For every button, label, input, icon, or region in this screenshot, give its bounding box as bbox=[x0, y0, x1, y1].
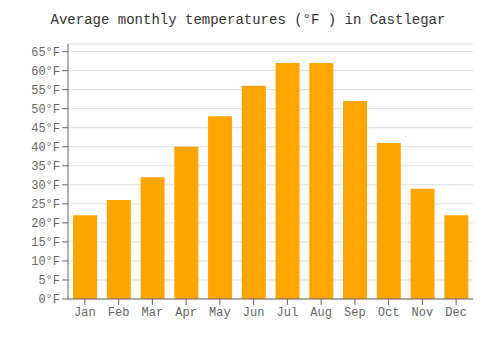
svg-text:45°F: 45°F bbox=[31, 122, 60, 136]
svg-text:60°F: 60°F bbox=[31, 65, 60, 79]
svg-text:55°F: 55°F bbox=[31, 84, 60, 98]
svg-text:5°F: 5°F bbox=[38, 274, 60, 288]
svg-text:May: May bbox=[209, 306, 231, 320]
svg-text:10°F: 10°F bbox=[31, 255, 60, 269]
svg-text:0°F: 0°F bbox=[38, 293, 60, 307]
svg-text:Feb: Feb bbox=[108, 306, 130, 320]
svg-text:Apr: Apr bbox=[175, 306, 197, 320]
svg-text:20°F: 20°F bbox=[31, 217, 60, 231]
svg-text:Jun: Jun bbox=[243, 306, 265, 320]
svg-text:Jan: Jan bbox=[74, 306, 96, 320]
svg-text:15°F: 15°F bbox=[31, 236, 60, 250]
svg-text:Sep: Sep bbox=[344, 306, 366, 320]
svg-text:Oct: Oct bbox=[378, 306, 400, 320]
svg-text:Dec: Dec bbox=[445, 306, 467, 320]
html-text:Average monthly temperatures (: Average monthly temperatures (°F ) in Ca… bbox=[50, 12, 446, 28]
svg-text:Aug: Aug bbox=[310, 306, 332, 320]
svg-text:50°F: 50°F bbox=[31, 103, 60, 117]
svg-text:25°F: 25°F bbox=[31, 198, 60, 212]
svg-text:65°F: 65°F bbox=[31, 46, 60, 60]
svg-text:Mar: Mar bbox=[142, 306, 164, 320]
svg-text:40°F: 40°F bbox=[31, 141, 60, 155]
svg-text:30°F: 30°F bbox=[31, 179, 60, 193]
svg-text:Nov: Nov bbox=[412, 306, 434, 320]
svg-text:35°F: 35°F bbox=[31, 160, 60, 174]
svg-text:Jul: Jul bbox=[277, 306, 299, 320]
